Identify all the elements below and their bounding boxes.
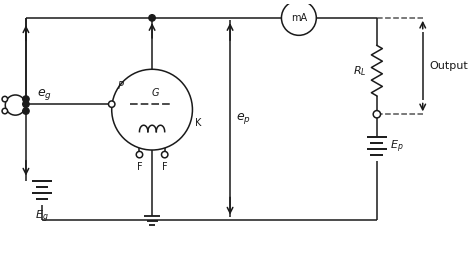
Circle shape (2, 96, 8, 102)
Text: $E_p$: $E_p$ (390, 138, 403, 155)
Text: G: G (152, 88, 159, 98)
Circle shape (112, 69, 192, 150)
Circle shape (136, 151, 143, 158)
Circle shape (373, 111, 381, 118)
Text: $E_g$: $E_g$ (35, 208, 49, 225)
Text: K: K (195, 119, 201, 129)
Circle shape (162, 151, 168, 158)
Circle shape (2, 108, 8, 114)
Circle shape (23, 96, 29, 102)
Circle shape (23, 108, 29, 114)
Text: $R_L$: $R_L$ (353, 64, 367, 78)
Circle shape (5, 95, 26, 115)
Circle shape (23, 101, 29, 107)
Text: $e_p$: $e_p$ (236, 111, 250, 126)
Text: $e_g$: $e_g$ (37, 87, 52, 102)
Text: mA: mA (291, 13, 307, 23)
Circle shape (149, 15, 155, 21)
Circle shape (282, 1, 316, 35)
Circle shape (109, 101, 115, 107)
Text: F: F (162, 162, 167, 172)
Text: P: P (118, 81, 124, 91)
Text: F: F (137, 162, 142, 172)
Text: Output: Output (429, 61, 468, 71)
